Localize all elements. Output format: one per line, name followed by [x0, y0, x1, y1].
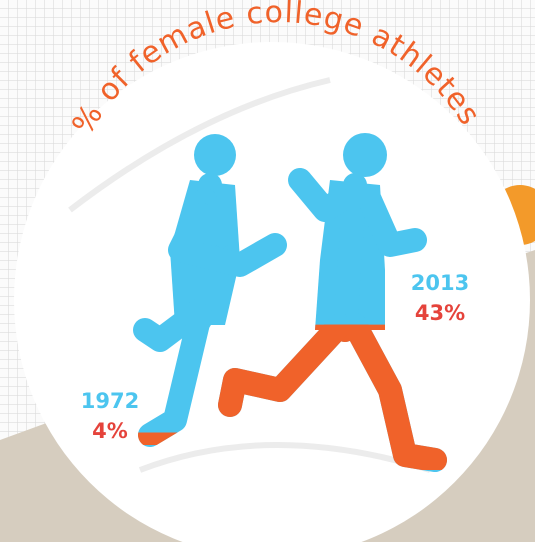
year-label: 2013: [411, 271, 469, 295]
limb: [202, 215, 222, 235]
head: [194, 134, 236, 176]
head: [343, 133, 387, 177]
value-label: 43%: [415, 301, 465, 325]
infographic: % of female college athletes 19724%20134…: [0, 0, 535, 542]
year-label: 1972: [81, 389, 139, 413]
value-label: 4%: [92, 419, 128, 443]
